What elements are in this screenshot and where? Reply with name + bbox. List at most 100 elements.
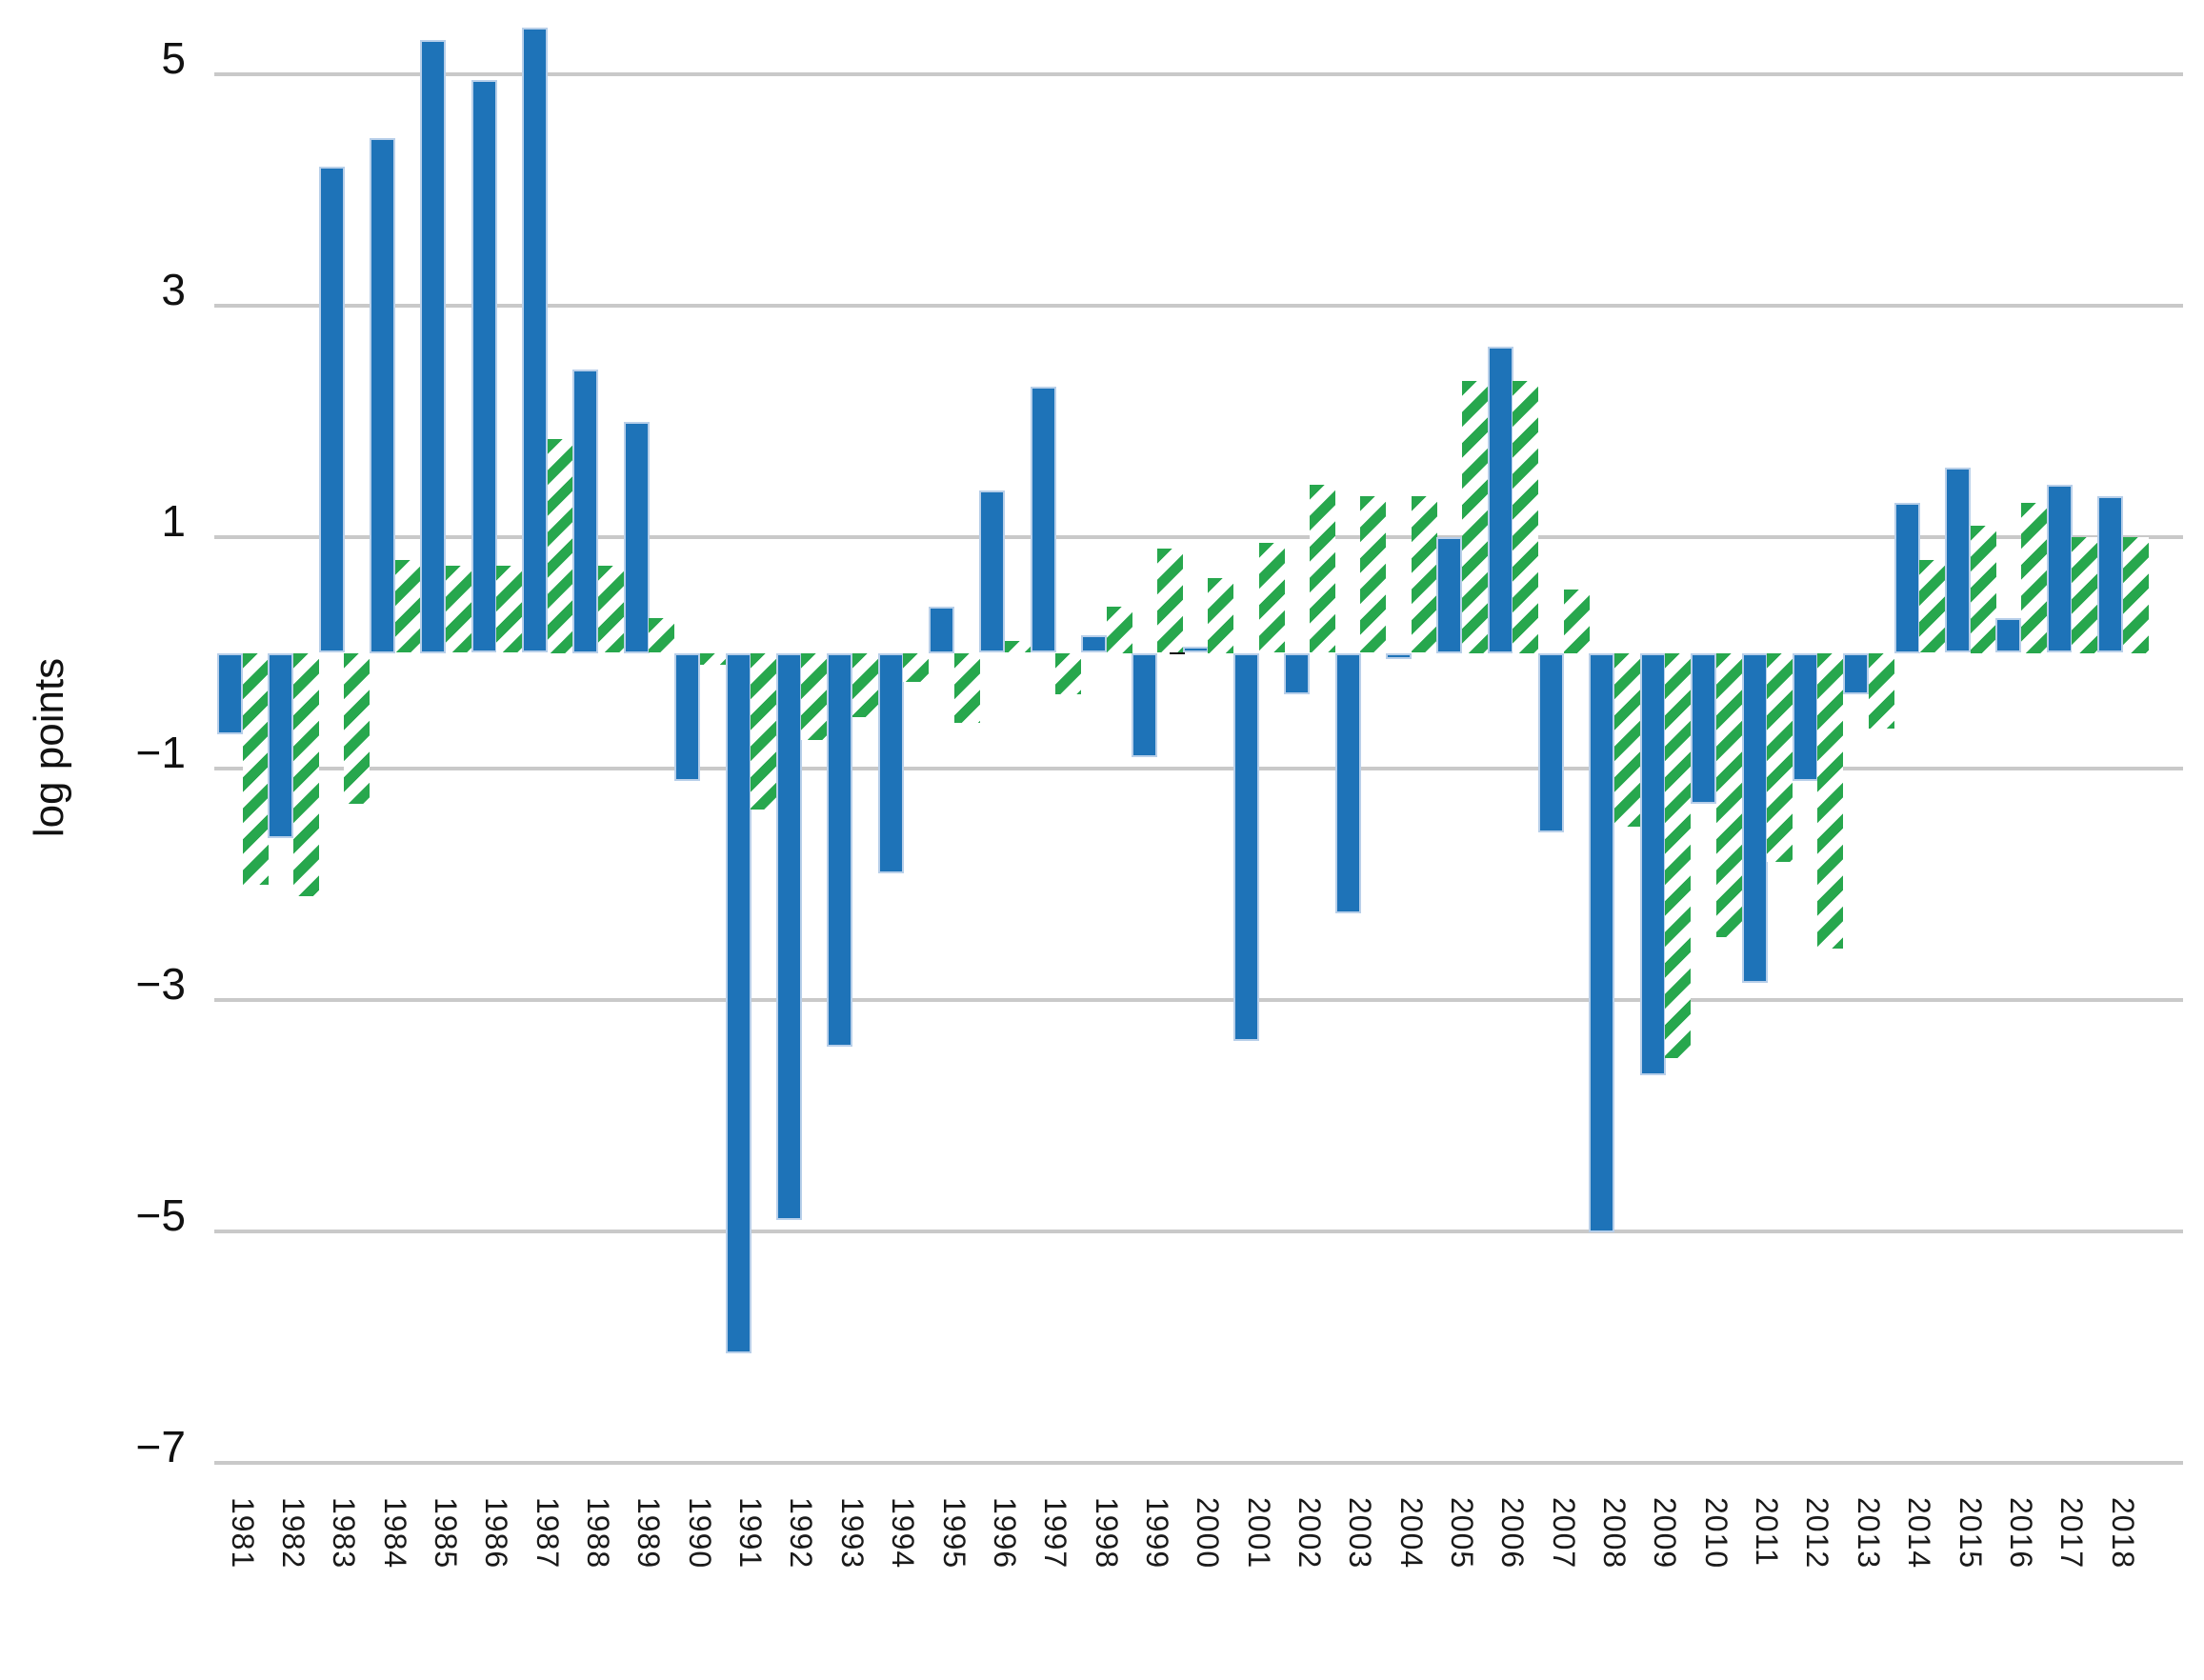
bar-solid-1994: [878, 653, 904, 873]
bar-hatched-1999: [1157, 549, 1183, 652]
y-tick-label: 1: [161, 496, 186, 546]
bar-hatched-2018: [2123, 537, 2149, 653]
bar-solid-1996: [979, 490, 1005, 652]
bar-solid-2011: [1742, 653, 1768, 983]
x-tick-label: 2013: [1852, 1497, 1886, 1570]
gridline: [214, 1230, 2183, 1233]
x-tick-label: 2001: [1242, 1497, 1276, 1570]
bar-hatched-2013: [1869, 653, 1894, 729]
bar-solid-2012: [1793, 653, 1818, 781]
gridline: [214, 535, 2183, 539]
y-tick-label: −5: [135, 1190, 186, 1240]
bar-hatched-1995: [954, 653, 980, 723]
x-tick-label: 1985: [429, 1497, 463, 1570]
x-tick-label: 2008: [1597, 1497, 1632, 1570]
bar-hatched-2009: [1665, 653, 1691, 1058]
x-tick-label: 2009: [1648, 1497, 1682, 1570]
x-tick-label: 1989: [631, 1497, 666, 1570]
bar-solid-1990: [674, 653, 700, 781]
gridline: [214, 767, 2183, 770]
bar-solid-2017: [2047, 485, 2073, 652]
bar-solid-2016: [1995, 618, 2021, 652]
gridline: [214, 1461, 2183, 1465]
bar-hatched-1983: [344, 653, 370, 804]
bar-hatched-1985: [446, 566, 471, 652]
x-tick-label: 1983: [327, 1497, 361, 1570]
y-tick-label: −3: [135, 959, 186, 1009]
x-tick-label: 1981: [226, 1497, 260, 1570]
x-tick-label: 1986: [479, 1497, 513, 1570]
bar-solid-2006: [1488, 347, 1513, 653]
bar-solid-2002: [1284, 653, 1310, 694]
bar-solid-1982: [268, 653, 293, 838]
x-tick-label: 2017: [2054, 1497, 2089, 1570]
x-tick-label: 2000: [1191, 1497, 1225, 1570]
bar-solid-2004: [1386, 653, 1412, 659]
bar-solid-2014: [1894, 503, 1920, 653]
bar-hatched-1993: [852, 653, 878, 717]
bar-hatched-1987: [548, 439, 573, 653]
bar-hatched-2000: [1208, 578, 1233, 653]
y-tick-label: −1: [135, 728, 186, 777]
bar-solid-2003: [1335, 653, 1361, 913]
x-tick-label: 2002: [1292, 1497, 1327, 1570]
x-tick-label: 1995: [937, 1497, 972, 1570]
y-tick-label: 5: [161, 33, 186, 83]
x-tick-label: 2003: [1343, 1497, 1377, 1570]
bar-hatched-1981: [243, 653, 269, 885]
x-tick-label: 1997: [1038, 1497, 1072, 1570]
x-tick-label: 1990: [683, 1497, 717, 1570]
bar-hatched-2006: [1513, 381, 1538, 653]
bar-hatched-2014: [1919, 560, 1945, 652]
bar-solid-2013: [1843, 653, 1869, 694]
x-tick-label: 2011: [1750, 1497, 1784, 1567]
x-tick-label: 2004: [1394, 1497, 1429, 1570]
x-tick-label: 2012: [1800, 1497, 1834, 1570]
bar-hatched-1996: [1005, 641, 1031, 652]
x-tick-label: 1982: [276, 1497, 311, 1570]
bar-hatched-2004: [1412, 496, 1437, 652]
bar-hatched-1998: [1107, 607, 1132, 653]
bar-solid-2007: [1538, 653, 1564, 832]
bar-hatched-2007: [1564, 590, 1590, 653]
x-tick-label: 1987: [531, 1497, 565, 1570]
zero-tick-mark: [1170, 651, 1185, 654]
bar-solid-1985: [420, 40, 446, 653]
bar-solid-1986: [471, 80, 497, 652]
bar-hatched-2012: [1817, 653, 1843, 949]
gridline: [214, 72, 2183, 76]
bar-hatched-1992: [801, 653, 827, 740]
x-tick-label: 2015: [1954, 1497, 1988, 1570]
bar-solid-1987: [522, 28, 548, 652]
x-tick-label: 2018: [2106, 1497, 2140, 1570]
bar-solid-2015: [1945, 468, 1971, 652]
bar-solid-1984: [370, 138, 395, 653]
x-tick-label: 2016: [2004, 1497, 2038, 1570]
bar-solid-1981: [217, 653, 243, 734]
bar-hatched-2003: [1360, 496, 1386, 652]
bar-solid-2009: [1640, 653, 1666, 1075]
bar-solid-1997: [1031, 387, 1056, 652]
bar-hatched-2017: [2072, 537, 2097, 653]
x-tick-label: 1996: [988, 1497, 1022, 1570]
x-tick-label: 2006: [1495, 1497, 1530, 1570]
x-tick-label: 1988: [581, 1497, 615, 1570]
bar-hatched-2011: [1767, 653, 1793, 862]
bar-hatched-1986: [496, 566, 522, 652]
bar-hatched-2001: [1259, 543, 1285, 652]
y-tick-label: −7: [135, 1422, 186, 1471]
bar-hatched-1990: [700, 653, 726, 665]
x-tick-label: 1992: [784, 1497, 818, 1570]
bar-solid-1989: [624, 422, 650, 653]
bar-hatched-1997: [1055, 653, 1081, 694]
bar-hatched-2008: [1614, 653, 1640, 827]
bar-hatched-2016: [2021, 503, 2047, 653]
bar-solid-1983: [319, 167, 345, 652]
bar-hatched-1991: [751, 653, 776, 810]
x-tick-label: 1999: [1140, 1497, 1174, 1570]
bar-hatched-1994: [903, 653, 929, 682]
gridline: [214, 304, 2183, 308]
x-tick-label: 1998: [1090, 1497, 1124, 1570]
